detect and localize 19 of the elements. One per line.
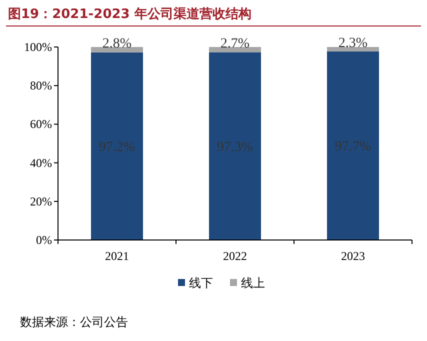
data-label: 97.2% bbox=[98, 140, 136, 156]
y-tick-label: 80% bbox=[30, 78, 52, 93]
x-tick-label: 2023 bbox=[341, 249, 365, 263]
chart-title: 图19：2021-2023 年公司渠道营收结构 bbox=[8, 6, 252, 22]
y-tick-label: 0% bbox=[36, 233, 52, 247]
x-tick-label: 2021 bbox=[105, 249, 129, 263]
source-note: 数据来源：公司公告 bbox=[20, 315, 128, 329]
y-tick-label: 60% bbox=[30, 117, 52, 132]
y-tick-label: 20% bbox=[30, 194, 52, 208]
y-tick-label: 100% bbox=[24, 40, 52, 54]
legend-label: 线下 bbox=[189, 276, 213, 290]
data-label: 2.8% bbox=[102, 36, 132, 52]
y-tick-label: 40% bbox=[30, 156, 52, 170]
data-label: 97.3% bbox=[216, 140, 254, 156]
data-label: 2.7% bbox=[220, 36, 250, 52]
data-label: 2.3% bbox=[338, 36, 368, 52]
data-label: 97.7% bbox=[334, 140, 372, 155]
legend-label: 线上 bbox=[241, 276, 265, 290]
x-tick-label: 2022 bbox=[223, 249, 247, 263]
